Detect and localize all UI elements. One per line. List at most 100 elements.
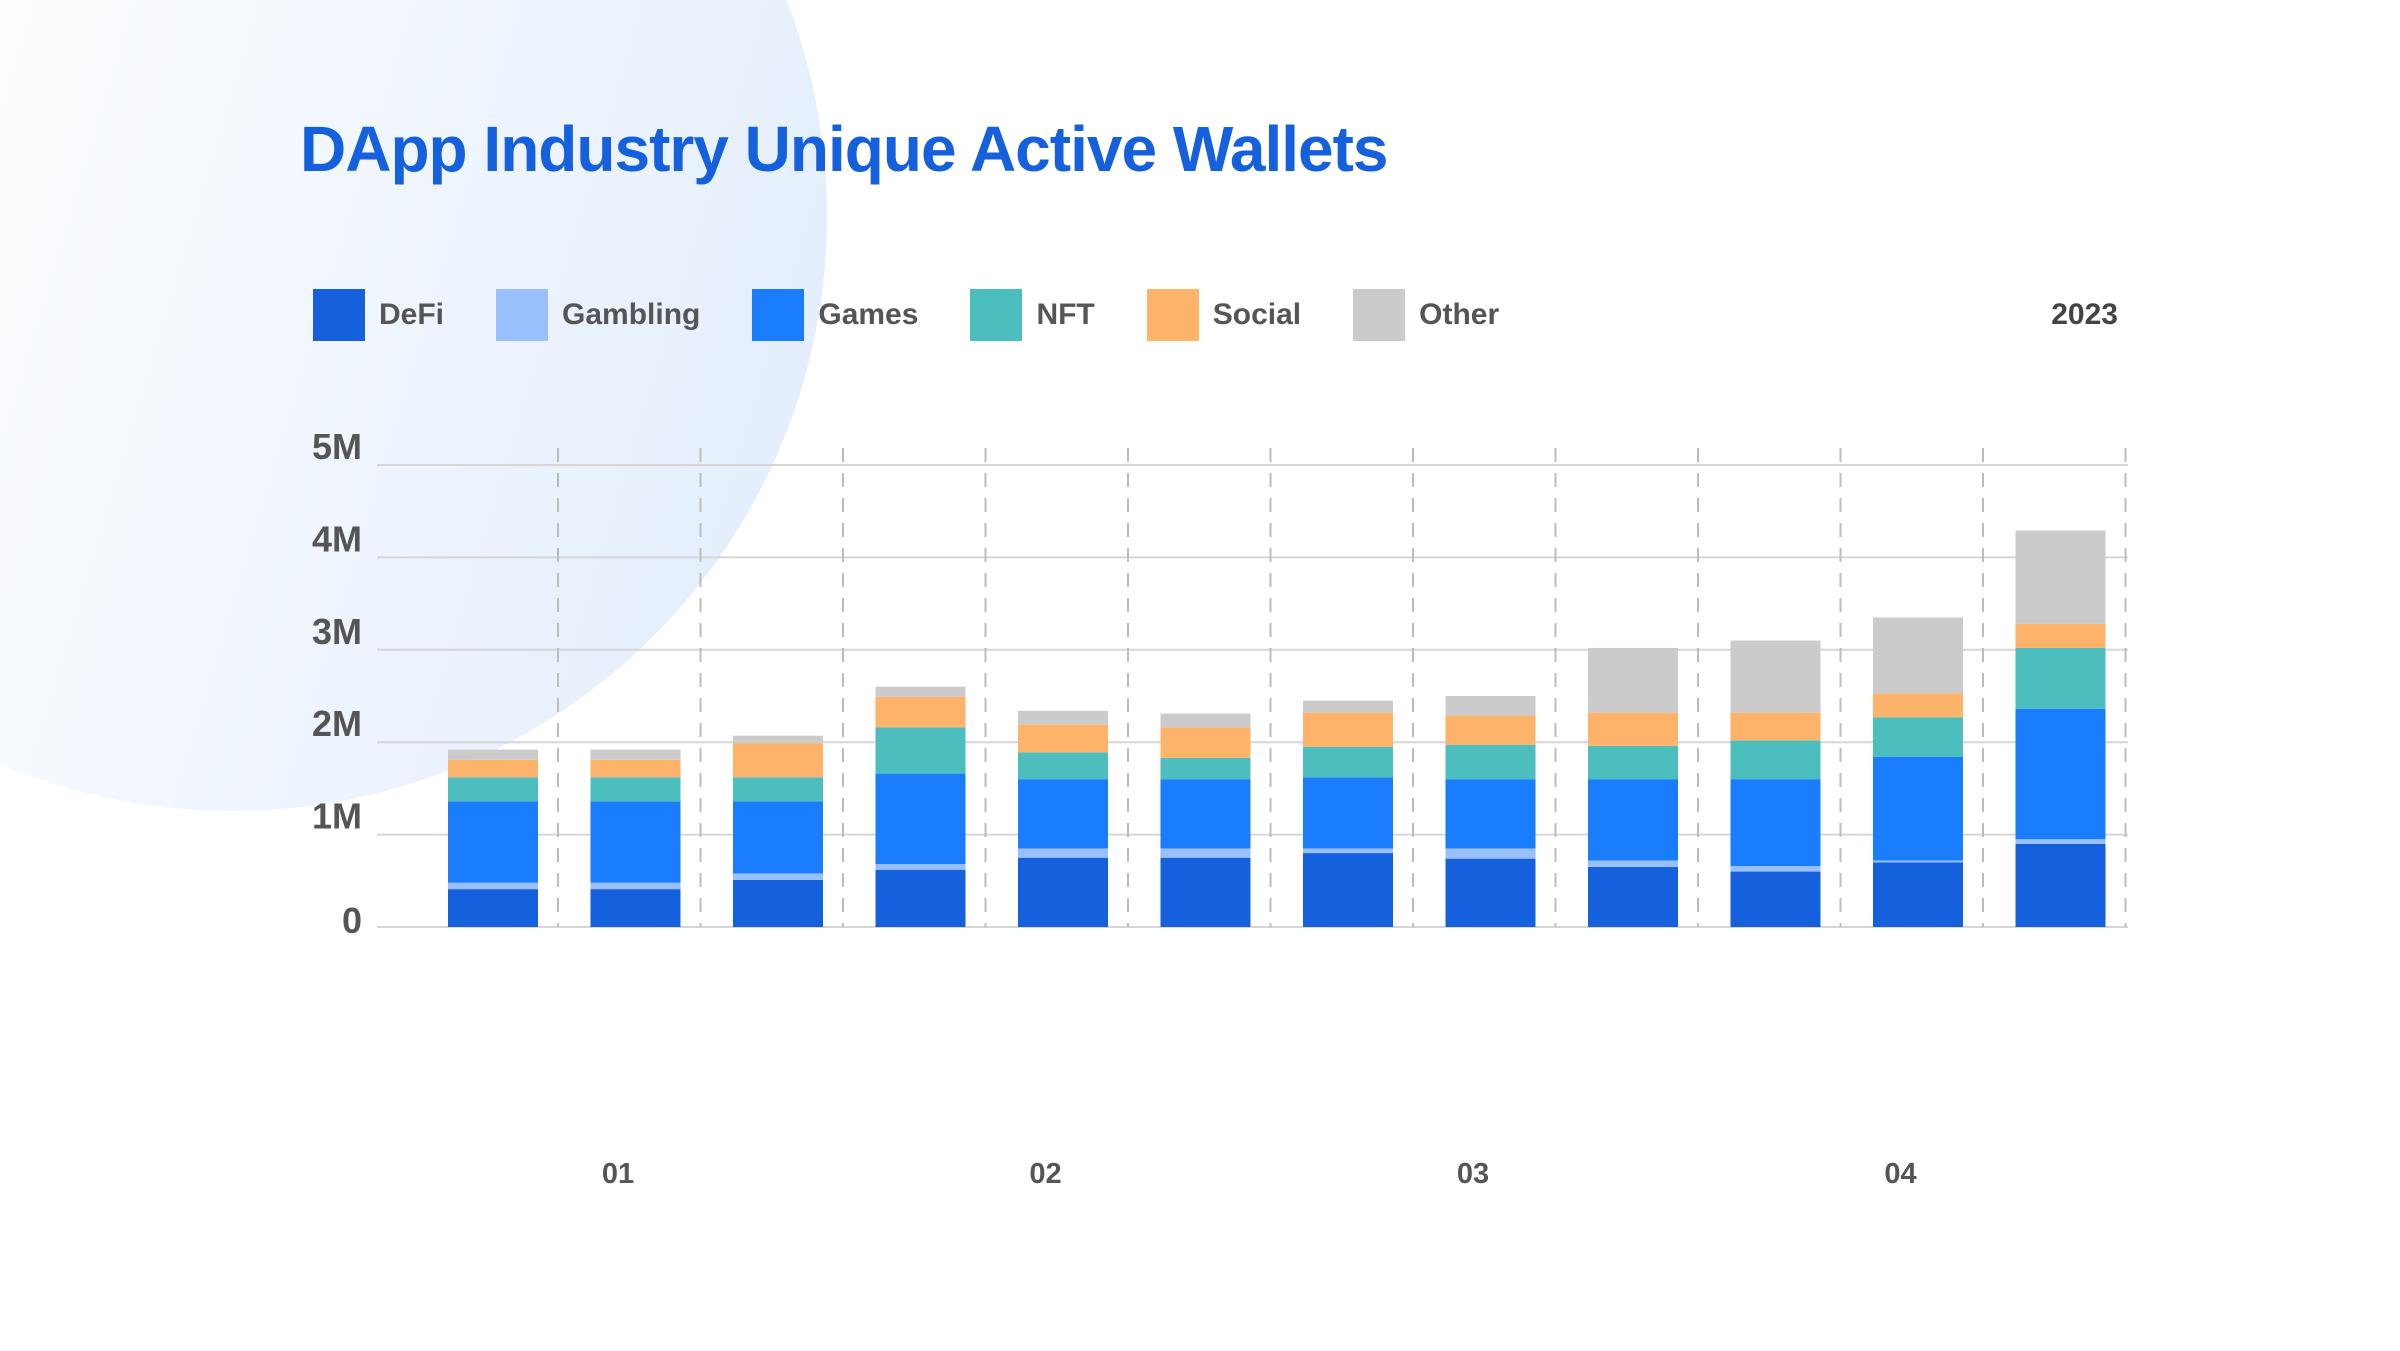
legend-label: Social [1212,298,1302,331]
y-tick-label: 1M [312,796,362,837]
y-tick-label: 3M [312,611,362,652]
bar-segment-nft [2015,647,2106,709]
legend-swatch [752,289,805,341]
bar-segment-gambling [2015,839,2106,844]
bar-segment-gambling [1588,860,1678,867]
bar-segment-other [733,735,823,744]
legend-swatch [1353,289,1406,341]
bar-segment-defi [1730,871,1821,927]
bar-segment-gambling [1018,848,1108,858]
bar-segment-social [875,696,966,728]
legend-label: Other [1419,298,1500,331]
chart-title: DApp Industry Unique Active Wallets [300,113,1388,185]
bar-segment-nft [448,777,538,802]
bar-segment-games [1873,756,1963,861]
bar-segment-nft [590,777,681,802]
bar-segment-games [2015,708,2106,840]
bar-segment-social [448,759,538,778]
bar-segment-social [1588,712,1678,746]
bar-segment-games [448,801,538,883]
bar-segment-gambling [1730,866,1821,872]
bar-segment-social [590,759,681,778]
period-label: 2023 [2051,298,2118,331]
bar-segment-defi [1588,866,1678,927]
bar-segment-social [1018,724,1108,753]
bar-segment-games [1445,779,1536,849]
legend-item-defi: DeFi [313,289,444,341]
bar-segment-games [1303,777,1393,849]
bar-segment-gambling [590,882,681,890]
y-tick-label: 2M [312,703,362,744]
bar-segment-defi [1018,857,1108,927]
y-tick-label: 5M [312,426,362,467]
bar-segment-nft [1303,746,1393,778]
legend-item-other: Other [1353,289,1499,341]
legend-item-social: Social [1146,289,1302,341]
y-tick-label: 0 [342,900,362,941]
x-tick-label: 02 [1029,1158,1061,1190]
bar-segment-nft [1018,752,1108,780]
bar-segment-defi [448,889,538,927]
bar-segment-nft [1445,744,1536,780]
bar-segment-other [875,686,966,697]
legend-item-games: Games [752,289,918,341]
bar-segment-games [1160,779,1251,849]
bar-segment-nft [1730,740,1821,780]
legend-item-nft: NFT [970,289,1095,341]
bar-segment-social [2015,623,2106,648]
bar-segment-social [1730,712,1821,741]
bar-segment-nft [1873,717,1963,757]
bar-segment-social [1160,727,1251,758]
bar-segment-gambling [1160,848,1251,858]
bar-segment-games [875,773,966,865]
x-tick-label: 03 [1457,1158,1489,1190]
bar-segment-defi [875,869,966,927]
bar-segment-nft [733,777,823,802]
bar-segment-games [733,801,823,874]
bar-segment-other [448,749,538,760]
bar-segment-games [590,801,681,883]
bar-segment-other [2015,530,2106,624]
bar-segment-defi [1303,853,1393,927]
bar-segment-other [590,749,681,760]
legend-swatch [1146,289,1199,341]
bar-segment-games [1018,779,1108,849]
y-tick-label: 4M [312,518,362,559]
bar-segment-gambling [1873,860,1963,863]
bar-segment-social [1445,715,1536,745]
bar-segment-social [733,743,823,778]
bar-segment-other [1303,700,1393,713]
legend-label: Gambling [562,298,701,331]
bar-segment-games [1730,779,1821,867]
bar-segment-social [1873,693,1963,718]
bar-segment-defi [733,879,823,927]
bar-segment-gambling [1303,848,1393,854]
legend-swatch [496,289,549,341]
bar-segment-other [1588,647,1678,713]
bar-segment-defi [1445,858,1536,927]
legend-label: Games [818,298,919,331]
bar-segment-defi [2015,843,2106,927]
bar-segment-gambling [875,864,966,870]
bar-segment-games [1588,779,1678,861]
legend: DeFi Gambling Games NFT Social Other [313,289,1551,341]
bar-segment-other [1873,617,1963,694]
x-tick-label: 01 [602,1158,634,1190]
bar-segment-other [1018,710,1108,725]
bar-segment-gambling [733,873,823,880]
bar-segment-nft [1588,745,1678,780]
bar-segment-defi [1873,862,1963,927]
bar-segment-social [1303,712,1393,747]
bar-segment-defi [1160,857,1251,927]
bar-segment-gambling [1445,848,1536,859]
bar-segment-other [1160,713,1251,728]
legend-item-gambling: Gambling [496,289,700,341]
legend-label: DeFi [379,298,445,331]
legend-swatch [970,289,1023,341]
x-tick-label: 04 [1884,1158,1916,1190]
bar-segment-nft [875,727,966,774]
bar-segment-other [1730,640,1821,713]
background-circle [0,0,827,811]
legend-label: NFT [1036,298,1095,331]
